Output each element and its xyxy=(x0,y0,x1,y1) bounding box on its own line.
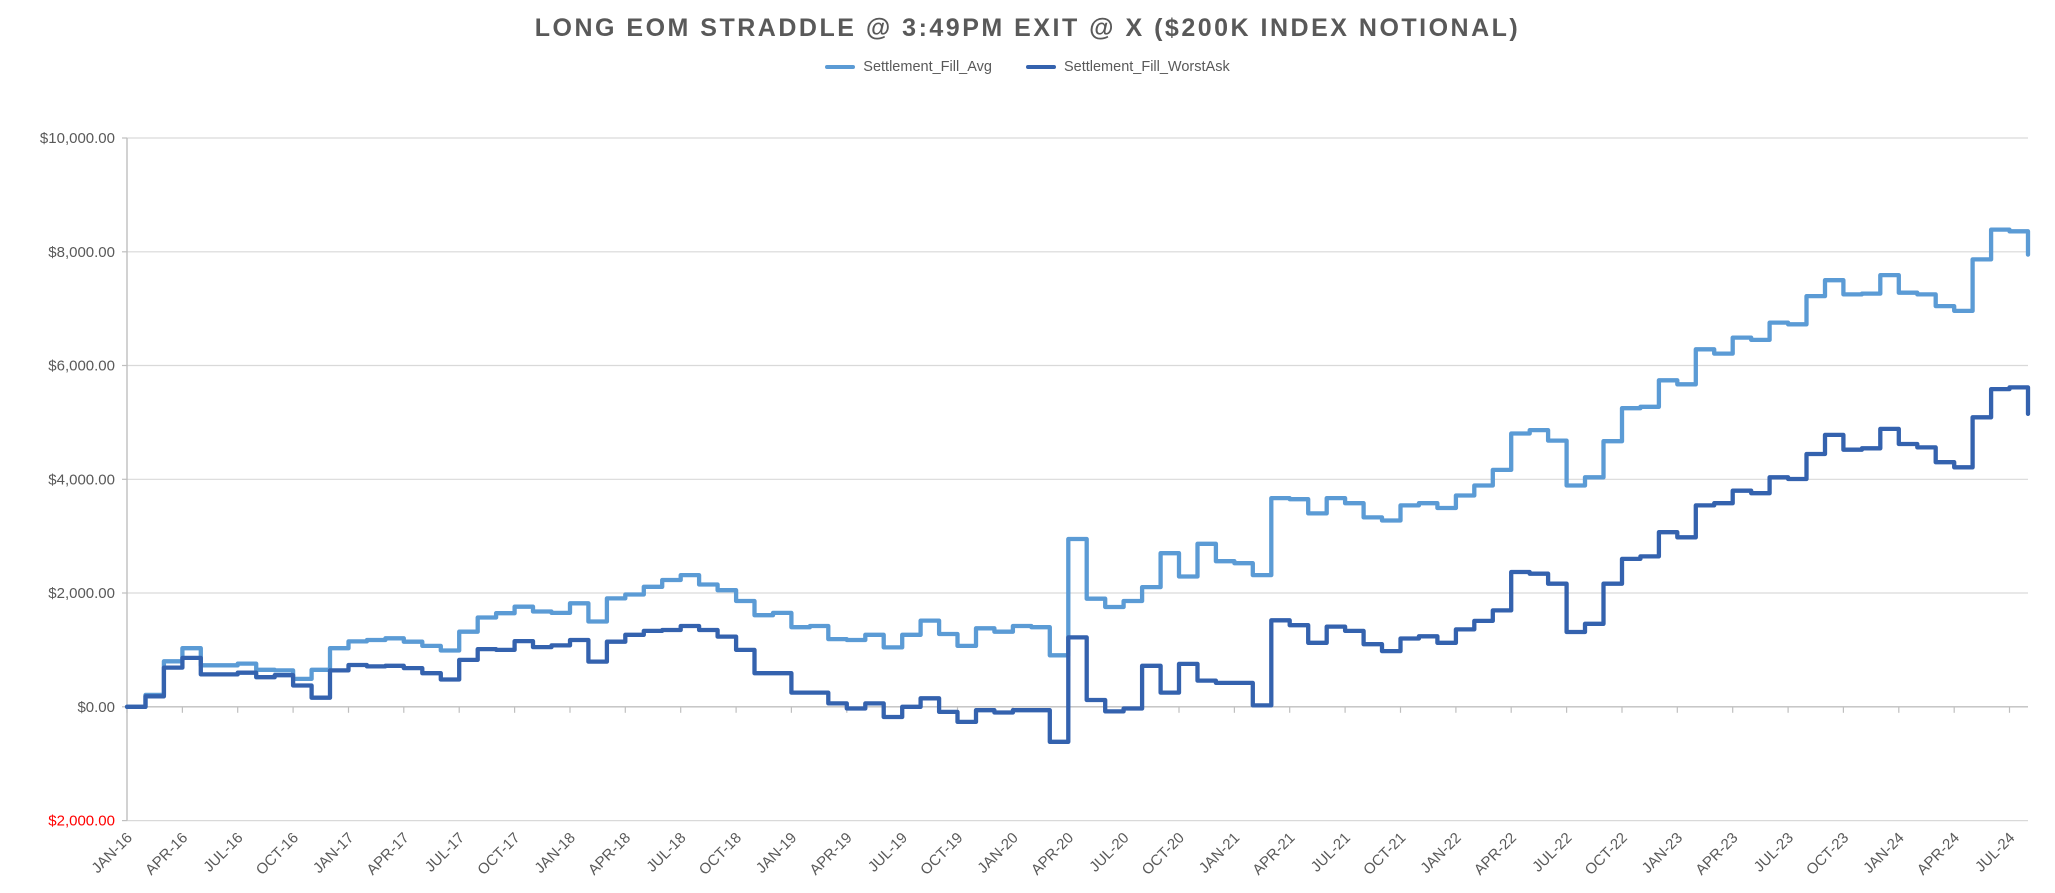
legend-line-worstask-icon xyxy=(1025,64,1056,70)
x-axis-label: APR-21 xyxy=(1249,829,1298,878)
x-axis-label: OCT-20 xyxy=(1139,829,1188,878)
x-axis-label: APR-19 xyxy=(806,829,855,878)
x-axis-label: JAN-22 xyxy=(1417,829,1464,876)
y-axis-label: $0.00 xyxy=(77,699,115,716)
x-axis-label: OCT-16 xyxy=(253,829,302,878)
legend-item-settlement-fill-avg: Settlement_Fill_Avg xyxy=(825,59,992,75)
settlement-fill-avg-line xyxy=(124,227,2031,709)
x-axis-label: JUL-20 xyxy=(1086,829,1132,875)
y-axis-label: $2,000.00 xyxy=(48,585,115,602)
y-axis-label: $4,000.00 xyxy=(48,471,115,488)
x-axis-label: OCT-17 xyxy=(474,829,523,878)
x-axis-label: JAN-23 xyxy=(1639,829,1686,876)
settlement-fill-worstask-line xyxy=(124,385,2031,744)
x-axis-label: OCT-23 xyxy=(1803,829,1852,878)
chart-title: LONG EOM STRADDLE @ 3:49PM EXIT @ X ($20… xyxy=(534,14,1521,42)
x-axis-label: OCT-18 xyxy=(696,829,745,878)
legend-label-worstask: Settlement_Fill_WorstAsk xyxy=(1063,59,1230,75)
x-axis-label: OCT-21 xyxy=(1360,829,1409,878)
x-axis-label: OCT-19 xyxy=(917,829,966,878)
x-axis-label: JAN-18 xyxy=(531,829,578,876)
legend-line-avg-icon xyxy=(825,64,856,70)
legend-label-avg: Settlement_Fill_Avg xyxy=(863,59,992,75)
x-axis-label: JUL-18 xyxy=(643,829,689,875)
x-axis-label: JUL-23 xyxy=(1751,829,1797,875)
x-axis-label: JUL-24 xyxy=(1972,829,2018,875)
x-axis-label: JUL-21 xyxy=(1308,829,1354,875)
x-axis-label: JAN-21 xyxy=(1196,829,1243,876)
x-axis-label: JAN-24 xyxy=(1860,829,1907,876)
x-axis-label: APR-18 xyxy=(585,829,634,878)
x-axis-label: APR-24 xyxy=(1914,829,1963,878)
x-axis-label: JAN-16 xyxy=(88,829,135,876)
x-axis-label: JUL-22 xyxy=(1529,829,1575,875)
x-axis-label: JAN-19 xyxy=(753,829,800,876)
y-axis-label: $2,000.00 xyxy=(48,813,115,830)
y-axis-label: $8,000.00 xyxy=(48,244,115,261)
legend-item-settlement-fill-worstask: Settlement_Fill_WorstAsk xyxy=(1025,59,1230,75)
x-axis-label: APR-20 xyxy=(1028,829,1077,878)
x-axis-label: OCT-22 xyxy=(1582,829,1631,878)
x-axis-label: JAN-20 xyxy=(974,829,1021,876)
x-axis-label: APR-23 xyxy=(1692,829,1741,878)
y-axis-label: $6,000.00 xyxy=(48,358,115,375)
x-axis-label: APR-16 xyxy=(142,829,191,878)
y-axis-label: $10,000.00 xyxy=(40,130,115,147)
x-axis-label: JUL-16 xyxy=(200,829,246,875)
x-axis-label: APR-17 xyxy=(363,829,412,878)
x-axis-label: JAN-17 xyxy=(310,829,357,876)
legend: Settlement_Fill_Avg Settlement_Fill_Wors… xyxy=(0,59,2055,75)
x-axis-label: APR-22 xyxy=(1471,829,1520,878)
x-axis-label: JUL-19 xyxy=(865,829,911,875)
x-axis-label: JUL-17 xyxy=(422,829,468,875)
